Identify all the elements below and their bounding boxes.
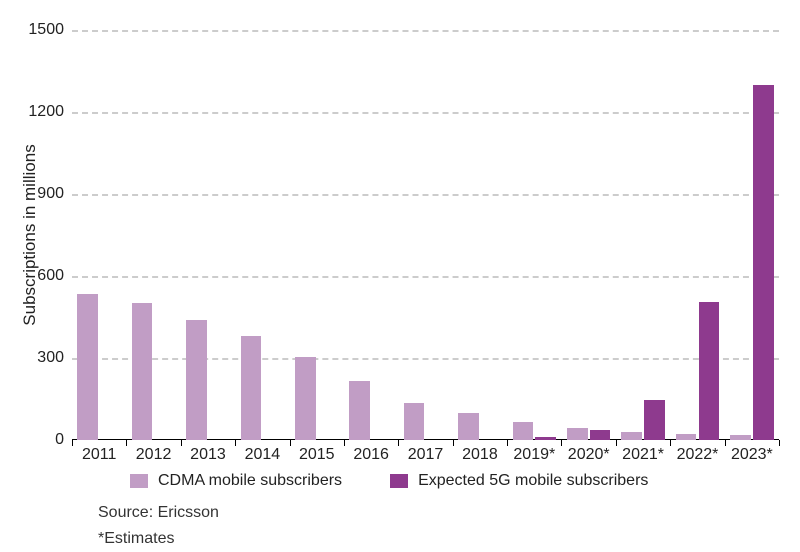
x-tickmark (453, 440, 454, 446)
x-tick-label: 2020* (568, 440, 610, 464)
x-tickmark (779, 440, 780, 446)
bar-group: 2016 (344, 30, 398, 440)
bar-cdma (241, 336, 262, 440)
bar-group: 2018 (453, 30, 507, 440)
legend: CDMA mobile subscribers Expected 5G mobi… (130, 472, 648, 490)
legend-label: CDMA mobile subscribers (158, 472, 342, 490)
x-tick-label: 2013 (190, 440, 226, 464)
estimates-note: *Estimates (98, 530, 174, 548)
bar-group: 2020* (562, 30, 616, 440)
y-tick-label: 1200 (28, 103, 72, 121)
x-tickmark (290, 440, 291, 446)
bar-cdma (77, 294, 98, 440)
x-tickmark (235, 440, 236, 446)
bar-5g (753, 85, 774, 440)
bar-cdma (295, 357, 316, 440)
x-tick-label: 2011 (82, 440, 116, 464)
bar-cdma (132, 303, 153, 440)
y-tick-label: 1500 (28, 21, 72, 39)
legend-swatch (390, 474, 408, 488)
x-tick-label: 2016 (353, 440, 389, 464)
legend-item: Expected 5G mobile subscribers (390, 472, 648, 490)
x-tick-label: 2023* (731, 440, 773, 464)
x-tickmark (181, 440, 182, 446)
bar-cdma (621, 432, 642, 440)
bar-5g (699, 302, 720, 440)
x-tickmark (616, 440, 617, 446)
bar-5g (590, 430, 611, 440)
y-tick-label: 900 (37, 185, 72, 203)
bar-cdma (567, 428, 588, 440)
x-tick-label: 2017 (408, 440, 444, 464)
bar-group: 2017 (398, 30, 452, 440)
x-tick-label: 2021* (622, 440, 664, 464)
y-axis-label: Subscriptions in millions (20, 144, 40, 325)
y-tick-label: 300 (37, 349, 72, 367)
plot-area: 0300600900120015002011201220132014201520… (72, 30, 780, 440)
x-tick-label: 2015 (299, 440, 335, 464)
bar-group: 2023* (725, 30, 779, 440)
x-tick-label: 2019* (513, 440, 555, 464)
legend-label: Expected 5G mobile subscribers (418, 472, 648, 490)
x-tick-label: 2022* (677, 440, 719, 464)
bar-group: 2019* (507, 30, 561, 440)
x-tick-label: 2012 (136, 440, 172, 464)
source-text: Source: Ericsson (98, 504, 219, 522)
legend-swatch (130, 474, 148, 488)
bar-5g (644, 400, 665, 440)
y-tick-label: 0 (55, 431, 72, 449)
subscriptions-chart: Subscriptions in millions 03006009001200… (0, 0, 800, 552)
y-tick-label: 600 (37, 267, 72, 285)
x-tickmark (72, 440, 73, 446)
bar-cdma (458, 413, 479, 440)
bar-group: 2015 (290, 30, 344, 440)
bar-cdma (349, 381, 370, 440)
bar-group: 2014 (235, 30, 289, 440)
x-tickmark (725, 440, 726, 446)
x-tickmark (670, 440, 671, 446)
bar-cdma (186, 320, 207, 440)
x-tick-label: 2018 (462, 440, 498, 464)
x-tickmark (126, 440, 127, 446)
bar-group: 2013 (181, 30, 235, 440)
legend-item: CDMA mobile subscribers (130, 472, 342, 490)
bars-container: 201120122013201420152016201720182019*202… (72, 30, 779, 440)
x-tickmark (561, 440, 562, 446)
bar-group: 2022* (670, 30, 724, 440)
bar-cdma (513, 422, 534, 440)
x-tickmark (344, 440, 345, 446)
bar-group: 2012 (126, 30, 180, 440)
bar-group: 2011 (72, 30, 126, 440)
x-tickmark (507, 440, 508, 446)
bar-cdma (404, 403, 425, 440)
x-tick-label: 2014 (245, 440, 281, 464)
x-tickmark (398, 440, 399, 446)
bar-group: 2021* (616, 30, 670, 440)
